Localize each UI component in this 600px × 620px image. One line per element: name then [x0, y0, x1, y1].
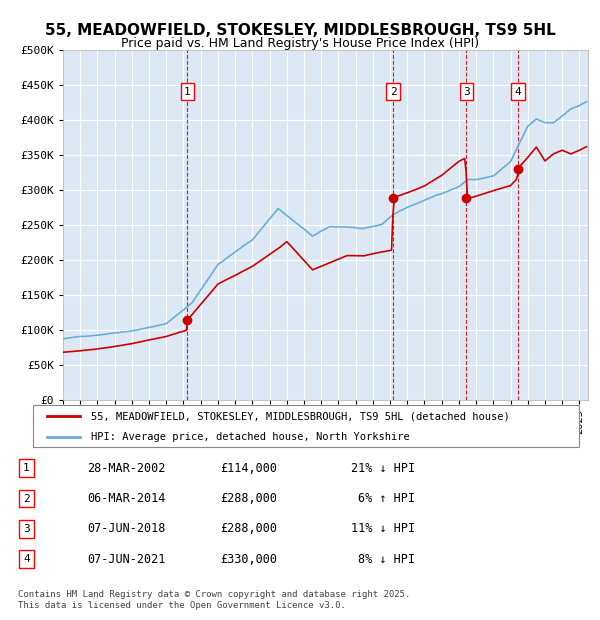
FancyBboxPatch shape [33, 405, 579, 447]
Text: 55, MEADOWFIELD, STOKESLEY, MIDDLESBROUGH, TS9 5HL: 55, MEADOWFIELD, STOKESLEY, MIDDLESBROUG… [44, 23, 556, 38]
Text: 6% ↑ HPI: 6% ↑ HPI [358, 492, 415, 505]
Text: 4: 4 [23, 554, 30, 564]
Text: 3: 3 [463, 87, 470, 97]
Text: 8% ↓ HPI: 8% ↓ HPI [358, 552, 415, 565]
Text: 11% ↓ HPI: 11% ↓ HPI [351, 522, 415, 535]
Text: Contains HM Land Registry data © Crown copyright and database right 2025.: Contains HM Land Registry data © Crown c… [18, 590, 410, 600]
Text: 3: 3 [23, 524, 30, 534]
Text: 28-MAR-2002: 28-MAR-2002 [87, 462, 165, 475]
Text: £288,000: £288,000 [220, 522, 277, 535]
Text: £330,000: £330,000 [220, 552, 277, 565]
Text: 4: 4 [515, 87, 521, 97]
Text: 07-JUN-2021: 07-JUN-2021 [87, 552, 165, 565]
Text: £288,000: £288,000 [220, 492, 277, 505]
Text: 2: 2 [390, 87, 397, 97]
Text: 55, MEADOWFIELD, STOKESLEY, MIDDLESBROUGH, TS9 5HL (detached house): 55, MEADOWFIELD, STOKESLEY, MIDDLESBROUG… [91, 412, 509, 422]
Text: 2: 2 [23, 494, 30, 503]
Text: This data is licensed under the Open Government Licence v3.0.: This data is licensed under the Open Gov… [18, 601, 346, 611]
Text: 07-JUN-2018: 07-JUN-2018 [87, 522, 165, 535]
Text: 1: 1 [184, 87, 191, 97]
Text: HPI: Average price, detached house, North Yorkshire: HPI: Average price, detached house, Nort… [91, 432, 409, 442]
Text: £114,000: £114,000 [220, 462, 277, 475]
Text: 1: 1 [23, 463, 30, 474]
Text: 21% ↓ HPI: 21% ↓ HPI [351, 462, 415, 475]
Text: Price paid vs. HM Land Registry's House Price Index (HPI): Price paid vs. HM Land Registry's House … [121, 37, 479, 50]
Text: 06-MAR-2014: 06-MAR-2014 [87, 492, 165, 505]
